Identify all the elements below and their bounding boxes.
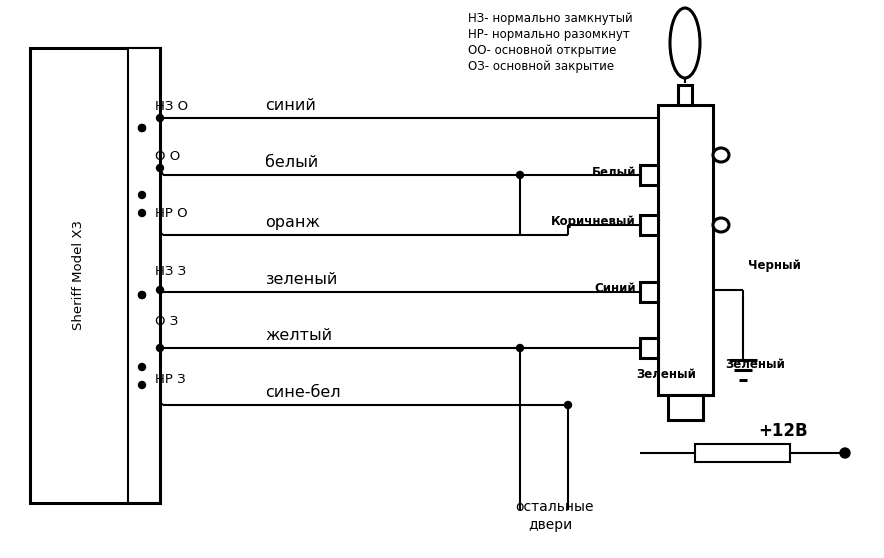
Text: Sheriff Model X3: Sheriff Model X3 <box>72 220 86 330</box>
Text: НР О: НР О <box>155 207 187 220</box>
Bar <box>30 48 160 503</box>
Bar <box>678 85 692 105</box>
Circle shape <box>516 344 523 352</box>
Text: НЗ З: НЗ З <box>155 265 187 278</box>
Circle shape <box>840 448 850 458</box>
Circle shape <box>156 286 164 294</box>
Text: Коричневый: Коричневый <box>552 215 636 228</box>
Ellipse shape <box>670 8 700 78</box>
Circle shape <box>139 291 146 299</box>
Circle shape <box>139 124 146 132</box>
Text: остальные: остальные <box>515 500 593 514</box>
Text: ОЗ- основной закрытие: ОЗ- основной закрытие <box>468 60 614 73</box>
Circle shape <box>156 165 164 171</box>
Bar <box>640 338 658 358</box>
Circle shape <box>139 191 146 199</box>
Text: Синий: Синий <box>594 282 636 296</box>
Text: ОО- основной открытие: ОО- основной открытие <box>468 44 616 57</box>
Text: Зеленый: Зеленый <box>636 368 696 381</box>
Text: О О: О О <box>155 150 180 163</box>
Text: зеленый: зеленый <box>265 272 338 287</box>
Circle shape <box>516 171 523 179</box>
Bar <box>695 444 790 462</box>
Circle shape <box>156 114 164 122</box>
Text: Зеленый: Зеленый <box>725 358 785 371</box>
Circle shape <box>139 291 146 299</box>
Text: НР З: НР З <box>155 373 186 386</box>
Bar <box>640 282 658 302</box>
Text: +12В: +12В <box>758 422 808 440</box>
Text: сине-бел: сине-бел <box>265 385 340 400</box>
Circle shape <box>139 209 146 217</box>
Bar <box>668 395 703 420</box>
Text: Черный: Черный <box>748 258 801 272</box>
Text: синий: синий <box>265 98 316 113</box>
Text: Белый: Белый <box>591 166 636 179</box>
Text: НЗ О: НЗ О <box>155 100 188 113</box>
Text: двери: двери <box>528 518 572 532</box>
Text: НР- нормально разомкнут: НР- нормально разомкнут <box>468 28 629 41</box>
Circle shape <box>139 363 146 371</box>
Circle shape <box>156 344 164 352</box>
Circle shape <box>565 402 571 408</box>
Bar <box>640 165 658 185</box>
Text: желтый: желтый <box>265 328 332 343</box>
Bar <box>128 48 160 503</box>
Circle shape <box>139 124 146 132</box>
Text: НЗ- нормально замкнутый: НЗ- нормально замкнутый <box>468 12 633 25</box>
Circle shape <box>139 382 146 388</box>
Ellipse shape <box>713 218 729 232</box>
Bar <box>640 215 658 235</box>
Text: оранж: оранж <box>265 215 320 230</box>
Bar <box>658 105 713 395</box>
Text: О З: О З <box>155 315 179 328</box>
Text: белый: белый <box>265 155 318 170</box>
Ellipse shape <box>713 148 729 162</box>
